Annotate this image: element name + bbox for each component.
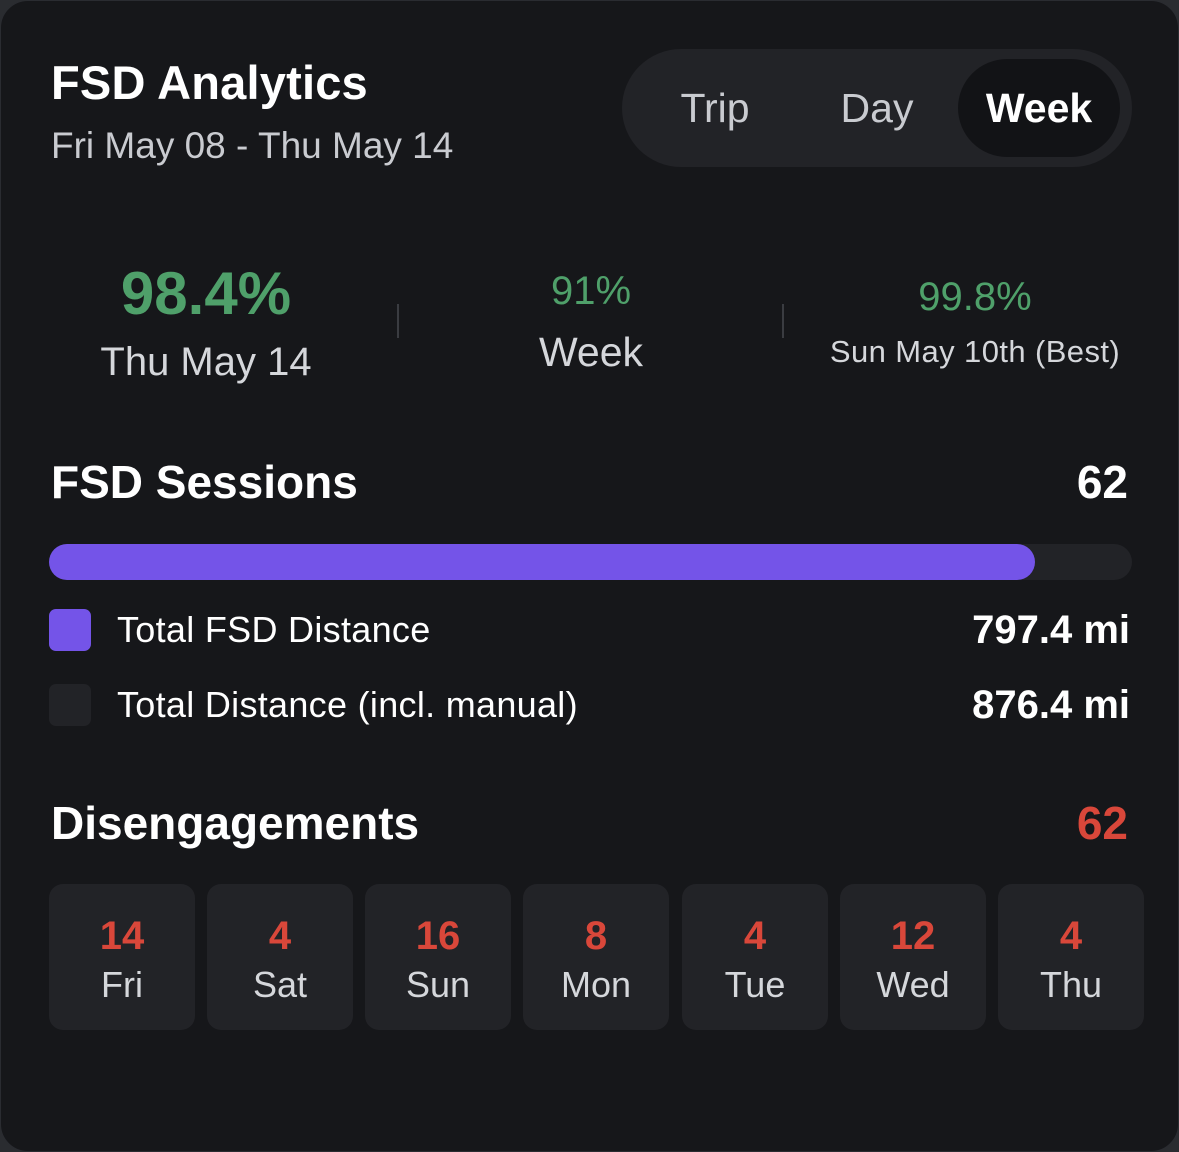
- legend-swatch-fsd: [49, 609, 91, 651]
- stat-divider: [782, 304, 784, 338]
- day-label: Tue: [724, 964, 786, 1005]
- stat-today: 98.4% Thu May 14: [51, 259, 361, 385]
- tab-trip[interactable]: Trip: [680, 85, 750, 131]
- date-range: Fri May 08 - Thu May 14: [51, 125, 454, 166]
- stat-best-label: Sun May 10th (Best): [829, 334, 1121, 369]
- day-tile-tue[interactable]: 4 Tue: [682, 884, 828, 1030]
- sessions-progress-fill: [49, 544, 1035, 580]
- day-label: Fri: [101, 964, 143, 1005]
- range-segmented-control: Trip Day Week: [622, 49, 1132, 167]
- day-count: 4: [1059, 914, 1083, 958]
- day-count: 4: [743, 914, 767, 958]
- day-tile-thu[interactable]: 4 Thu: [998, 884, 1144, 1030]
- day-tile-mon[interactable]: 8 Mon: [523, 884, 669, 1030]
- stat-best: 99.8% Sun May 10th (Best): [811, 275, 1139, 370]
- day-label: Wed: [876, 964, 950, 1005]
- day-label: Mon: [560, 964, 632, 1005]
- day-tile-sun[interactable]: 16 Sun: [365, 884, 511, 1030]
- stat-week-value: 91%: [550, 269, 632, 313]
- day-label: Sun: [405, 964, 471, 1005]
- day-count: 4: [268, 914, 292, 958]
- day-label: Thu: [1039, 964, 1103, 1005]
- day-count: 8: [584, 914, 608, 958]
- stat-week: 91% Week: [441, 269, 741, 376]
- legend-value: 797.4 mi: [972, 608, 1130, 652]
- legend-total-distance: Total Distance (incl. manual) 876.4 mi: [49, 684, 1132, 726]
- legend-label: Total FSD Distance: [117, 609, 431, 650]
- legend-value: 876.4 mi: [972, 683, 1130, 727]
- legend-swatch-total: [49, 684, 91, 726]
- page-title: FSD Analytics: [51, 56, 368, 109]
- disengagements-count: 62: [1076, 797, 1128, 849]
- legend-label: Total Distance (incl. manual): [117, 684, 578, 725]
- tab-day[interactable]: Day: [840, 85, 914, 131]
- legend-fsd-distance: Total FSD Distance 797.4 mi: [49, 609, 1132, 651]
- stat-best-value: 99.8%: [918, 275, 1032, 319]
- day-tile-wed[interactable]: 12 Wed: [840, 884, 986, 1030]
- stat-today-value: 98.4%: [120, 260, 292, 327]
- stat-today-label: Thu May 14: [100, 340, 312, 384]
- day-tile-sat[interactable]: 4 Sat: [207, 884, 353, 1030]
- sessions-progress-track: [49, 544, 1132, 580]
- day-count: 14: [99, 914, 145, 958]
- day-label: Sat: [252, 964, 308, 1005]
- disengagements-title: Disengagements: [51, 797, 420, 849]
- day-tile-fri[interactable]: 14 Fri: [49, 884, 195, 1030]
- day-count: 16: [415, 914, 461, 958]
- sessions-title: FSD Sessions: [51, 456, 358, 508]
- sessions-count: 62: [1076, 456, 1128, 508]
- day-count: 12: [890, 914, 936, 958]
- tab-week[interactable]: Week: [958, 59, 1120, 157]
- stat-divider: [397, 304, 399, 338]
- stat-week-label: Week: [538, 329, 644, 375]
